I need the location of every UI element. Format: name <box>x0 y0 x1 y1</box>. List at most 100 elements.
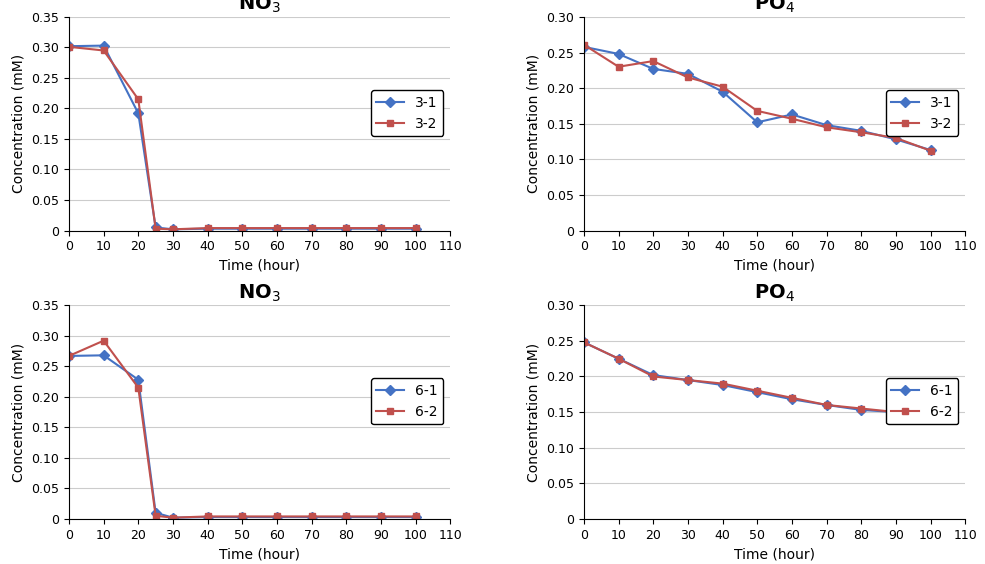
6-2 <box>305 513 317 520</box>
3-2 <box>613 63 624 70</box>
Line: 6-2: 6-2 <box>580 339 934 417</box>
6-2 <box>613 355 624 362</box>
Title: PO$_4$: PO$_4$ <box>755 0 795 15</box>
6-2 <box>63 352 75 359</box>
Legend: 3-1, 3-2: 3-1, 3-2 <box>886 90 958 136</box>
6-2 <box>98 337 109 344</box>
6-1 <box>682 377 693 384</box>
3-2 <box>821 124 832 131</box>
3-1 <box>167 226 179 233</box>
6-1 <box>132 376 144 383</box>
3-1 <box>341 225 353 232</box>
6-1 <box>410 514 422 521</box>
3-1 <box>717 89 729 95</box>
Y-axis label: Concentration (mM): Concentration (mM) <box>12 54 26 193</box>
3-1 <box>578 43 590 50</box>
6-2 <box>821 402 832 408</box>
Line: 3-1: 3-1 <box>580 43 934 153</box>
6-1 <box>821 402 832 408</box>
3-2 <box>682 74 693 81</box>
6-2 <box>202 513 214 520</box>
6-2 <box>167 514 179 521</box>
3-1 <box>132 110 144 117</box>
3-2 <box>752 108 763 114</box>
3-2 <box>305 224 317 231</box>
3-2 <box>167 226 179 233</box>
3-1 <box>202 225 214 232</box>
3-1 <box>890 136 902 143</box>
3-2 <box>375 224 387 231</box>
Y-axis label: Concentration (mM): Concentration (mM) <box>527 54 541 193</box>
6-2 <box>375 513 387 520</box>
3-1 <box>786 111 798 118</box>
6-2 <box>271 513 283 520</box>
6-2 <box>855 405 867 412</box>
X-axis label: Time (hour): Time (hour) <box>734 547 815 561</box>
3-2 <box>341 224 353 231</box>
X-axis label: Time (hour): Time (hour) <box>734 259 815 273</box>
3-2 <box>890 135 902 142</box>
3-1 <box>682 70 693 77</box>
3-2 <box>578 41 590 48</box>
6-1 <box>202 514 214 521</box>
3-2 <box>98 47 109 54</box>
6-2 <box>132 384 144 391</box>
6-1 <box>613 355 624 362</box>
6-1 <box>305 514 317 521</box>
Title: NO$_3$: NO$_3$ <box>238 283 281 303</box>
3-2 <box>271 224 283 231</box>
6-1 <box>578 339 590 346</box>
6-2 <box>682 377 693 384</box>
X-axis label: Time (hour): Time (hour) <box>220 259 300 273</box>
6-2 <box>341 513 353 520</box>
6-2 <box>647 373 659 380</box>
3-1 <box>613 51 624 58</box>
Title: NO$_3$: NO$_3$ <box>238 0 281 15</box>
6-1 <box>786 396 798 403</box>
3-2 <box>717 83 729 90</box>
Line: 3-1: 3-1 <box>65 42 420 233</box>
6-1 <box>375 514 387 521</box>
3-1 <box>150 224 162 231</box>
3-1 <box>236 225 248 232</box>
6-2 <box>786 394 798 401</box>
3-2 <box>132 96 144 103</box>
Title: PO$_4$: PO$_4$ <box>755 283 795 303</box>
Line: 6-2: 6-2 <box>65 337 420 521</box>
3-2 <box>786 116 798 122</box>
3-1 <box>271 225 283 232</box>
3-2 <box>410 224 422 231</box>
3-2 <box>925 147 937 154</box>
3-1 <box>98 42 109 49</box>
6-1 <box>271 514 283 521</box>
3-1 <box>855 127 867 134</box>
3-1 <box>375 225 387 232</box>
3-1 <box>647 65 659 72</box>
6-2 <box>717 380 729 387</box>
3-2 <box>202 224 214 231</box>
Line: 6-1: 6-1 <box>65 352 420 521</box>
Legend: 6-1, 6-2: 6-1, 6-2 <box>886 378 958 425</box>
3-2 <box>150 225 162 232</box>
3-1 <box>821 122 832 129</box>
3-2 <box>236 224 248 231</box>
Line: 3-2: 3-2 <box>65 43 420 233</box>
Legend: 3-1, 3-2: 3-1, 3-2 <box>371 90 443 136</box>
Y-axis label: Concentration (mM): Concentration (mM) <box>527 342 541 482</box>
6-1 <box>341 514 353 521</box>
3-2 <box>647 58 659 64</box>
6-1 <box>150 509 162 516</box>
6-1 <box>717 382 729 389</box>
Y-axis label: Concentration (mM): Concentration (mM) <box>12 342 26 482</box>
3-1 <box>752 119 763 126</box>
Line: 6-1: 6-1 <box>580 339 934 417</box>
3-1 <box>305 225 317 232</box>
3-2 <box>855 129 867 136</box>
6-2 <box>890 409 902 416</box>
3-1 <box>63 43 75 50</box>
Legend: 6-1, 6-2: 6-1, 6-2 <box>370 378 443 425</box>
6-1 <box>855 407 867 413</box>
6-1 <box>167 514 179 521</box>
6-2 <box>925 410 937 417</box>
6-1 <box>236 514 248 521</box>
